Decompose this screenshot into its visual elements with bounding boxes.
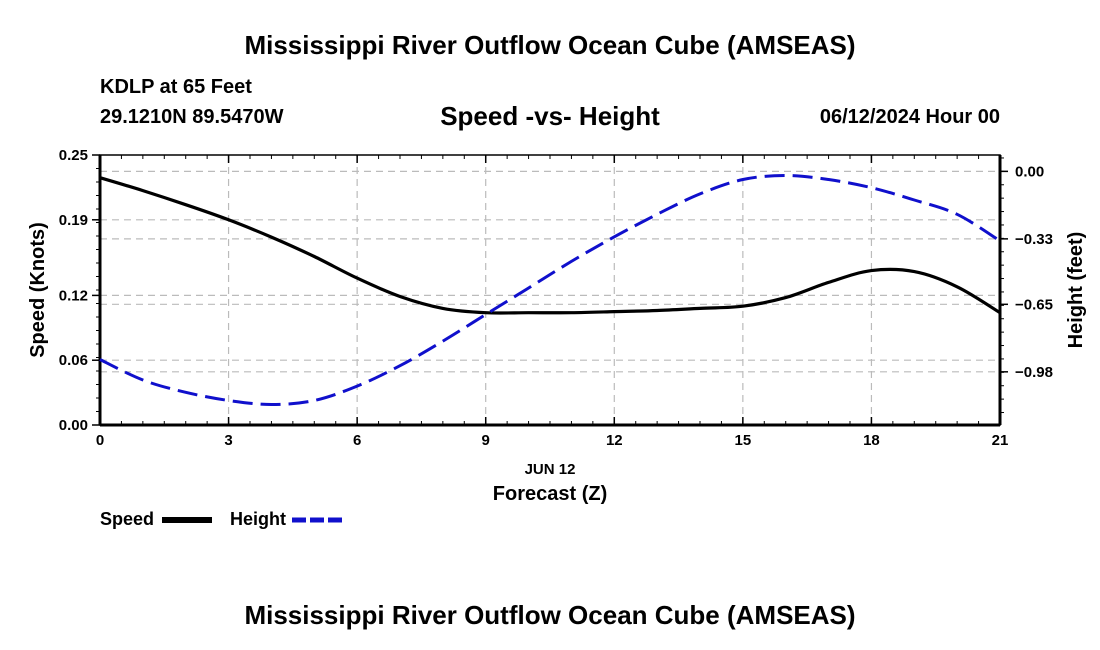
chart-title: Speed -vs- Height	[440, 101, 660, 131]
footer-title: Mississippi River Outflow Ocean Cube (AM…	[244, 600, 856, 630]
legend-speed-label: Speed	[100, 509, 155, 529]
y-right-tick-label: −0.33	[1015, 231, 1053, 248]
legend-height-swatch	[292, 517, 342, 523]
legend-height-label: Height	[230, 509, 286, 529]
coordinates-label: 29.1210N 89.5470W	[100, 106, 284, 128]
x-tick-label: 3	[224, 432, 232, 449]
page-title: Mississippi River Outflow Ocean Cube (AM…	[244, 30, 856, 60]
x-date-label: JUN 12	[525, 461, 576, 478]
y-right-tick-label: 0.00	[1015, 163, 1044, 180]
x-tick-label: 15	[735, 432, 752, 449]
plot-frame	[99, 154, 1001, 426]
y-left-tick-label: 0.25	[59, 147, 88, 164]
x-axis-label: Forecast (Z)	[493, 483, 607, 505]
date-label: 06/12/2024 Hour 00	[819, 106, 1000, 128]
x-tick-label: 21	[992, 432, 1009, 449]
y-axis-label-right: Height (feet)	[1065, 232, 1087, 349]
x-tick-label: 9	[482, 432, 490, 449]
y-left-tick-label: 0.00	[59, 417, 88, 434]
x-tick-label: 18	[863, 432, 880, 449]
y-axis-label-left: Speed (Knots)	[27, 222, 49, 358]
chart: 0 3 6 9 12 15 18 21 0.00 0.06 0.12 0.19 0.25 0.00 −0.3…	[27, 147, 1087, 505]
y-right-tick-label: −0.65	[1015, 296, 1053, 313]
x-tick-label: 0	[96, 432, 104, 449]
ticks-layer	[92, 154, 1008, 426]
y-left-tick-label: 0.12	[59, 287, 88, 304]
y-left-tick-label: 0.19	[59, 212, 88, 229]
y-left-tick-label: 0.06	[59, 352, 88, 369]
x-tick-label: 6	[353, 432, 361, 449]
legend-speed-swatch	[162, 517, 212, 523]
station-label: KDLP at 65 Feet	[100, 76, 252, 98]
y-right-tick-label: −0.98	[1015, 364, 1053, 381]
labels-layer: 0 3 6 9 12 15 18 21 0.00 0.06 0.12 0.19 0.25 0.00 −0.3…	[59, 147, 1053, 449]
series-line-speed	[99, 176, 1001, 315]
grid-layer	[100, 155, 1000, 425]
series-line-height	[99, 174, 1001, 406]
series-layer	[99, 174, 1001, 406]
x-tick-label: 12	[606, 432, 623, 449]
